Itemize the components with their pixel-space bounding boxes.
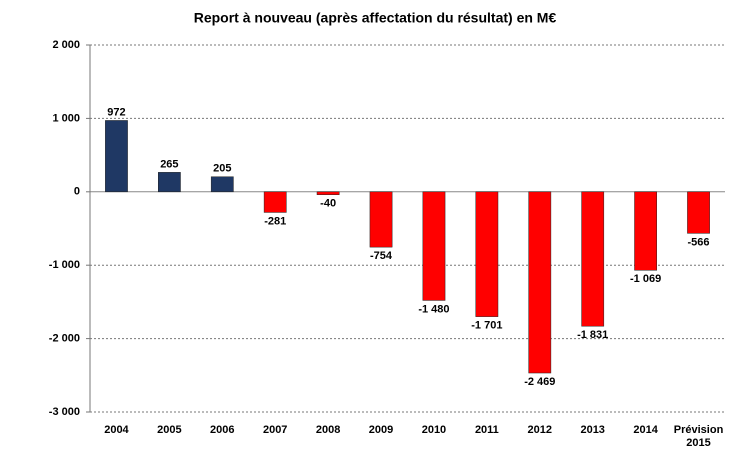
value-label: -1 701 [471,320,502,332]
value-label: -1 069 [630,273,661,285]
x-tick-label: 2010 [421,424,447,436]
x-tick-label: 2006 [210,424,235,436]
value-label: -1 480 [418,303,449,315]
bar [687,191,710,234]
y-tick-label: 2 000 [52,39,80,51]
value-label: 972 [107,106,125,118]
bar [263,191,287,213]
value-label: -2 469 [524,376,555,388]
bar [316,191,340,195]
y-tick-label: -1 000 [49,259,80,271]
value-label: 205 [213,163,231,175]
bar [158,172,181,193]
bar [634,191,657,271]
x-tick-label: 2008 [315,424,341,436]
bar [475,191,499,317]
y-tick-label: -2 000 [49,333,80,345]
bar [210,176,234,193]
x-tick-label: 2011 [474,424,499,436]
bar [528,191,552,374]
bar [422,191,446,301]
value-label: 265 [160,158,178,170]
x-tick-label: Prévision 2015 [673,424,724,449]
value-label: -566 [688,236,710,248]
y-tick-label: -3 000 [49,406,80,418]
x-tick-label: 2007 [262,424,288,436]
bar [581,191,605,327]
value-label: -281 [264,215,286,227]
x-tick-label: 2012 [527,424,553,436]
chart-title: Report à nouveau (après affectation du r… [194,10,557,26]
value-label: -754 [370,250,393,262]
bar [369,191,393,248]
value-label: -40 [320,198,336,210]
x-tick-label: 2014 [633,424,658,436]
value-label: -1 831 [577,329,608,341]
y-tick-label: 0 [74,186,80,198]
bar [105,120,128,193]
x-tick-label: 2004 [104,424,129,436]
x-tick-label: 2013 [580,424,605,436]
x-tick-label: 2009 [368,424,394,436]
y-tick-label: 1 000 [52,112,80,124]
x-tick-label: 2005 [157,424,182,436]
